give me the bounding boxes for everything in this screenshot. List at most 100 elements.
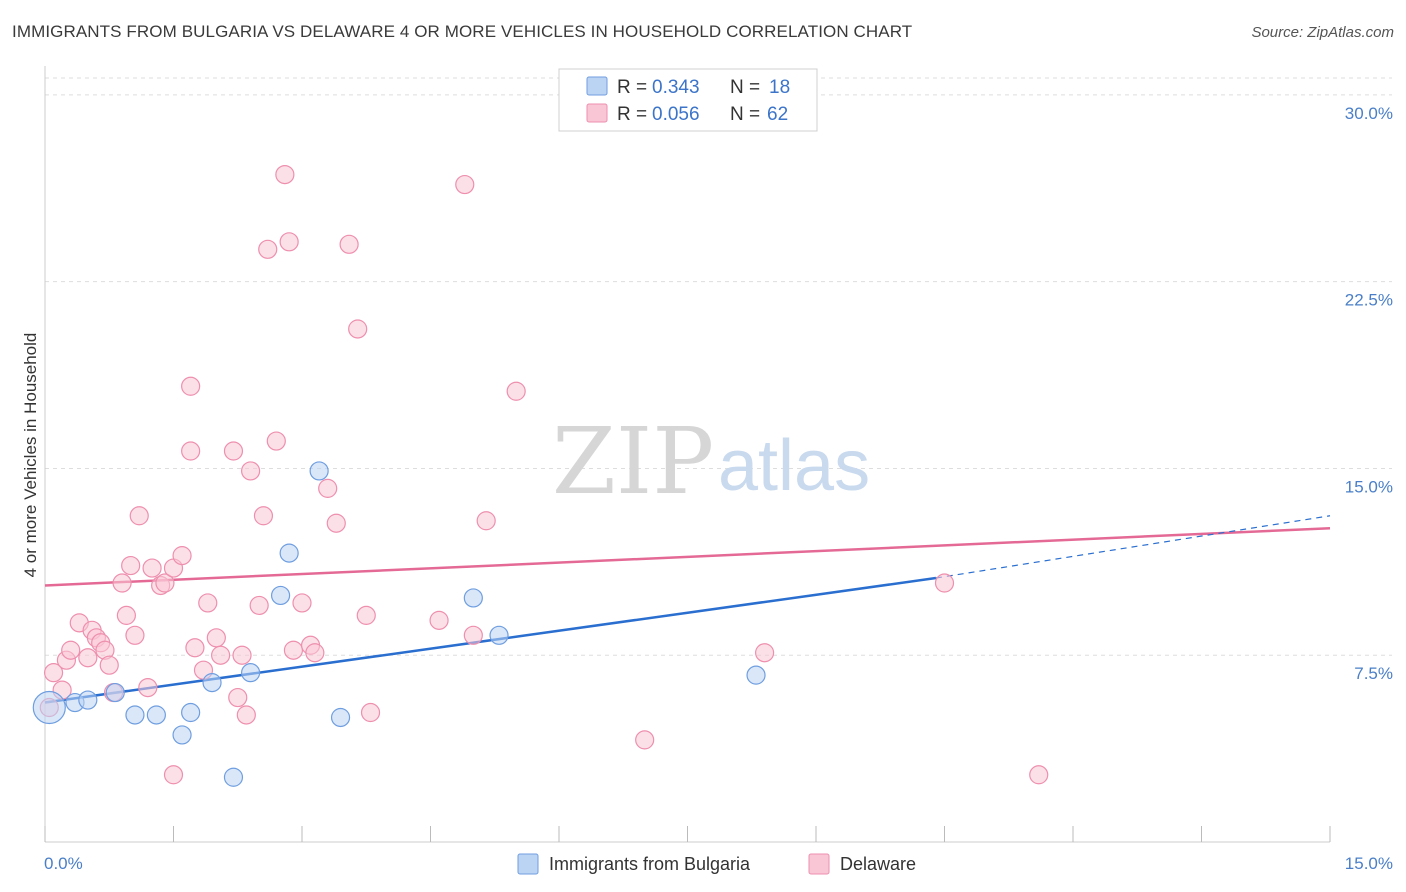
bottom-legend: Immigrants from Bulgaria Delaware: [517, 853, 916, 875]
data-point-delaware: [125, 625, 145, 645]
bulgaria-points: [32, 461, 766, 787]
data-point-bulgaria: [746, 665, 766, 685]
data-point-bulgaria: [125, 705, 145, 725]
data-point-bulgaria: [105, 682, 125, 703]
legend-box: R = 0.343 N = 18 R = 0.056 N = 62: [558, 68, 818, 132]
data-point-bulgaria: [172, 725, 192, 745]
data-point-delaware: [236, 705, 256, 725]
data-point-delaware: [754, 643, 775, 663]
tick-labels: 7.5% 15.0% 22.5% 30.0% 0.0% 15.0%: [44, 104, 1393, 873]
bottom-legend-label-delaware: Delaware: [840, 854, 916, 874]
data-point-delaware: [429, 610, 449, 630]
data-point-delaware: [249, 595, 269, 616]
data-point-delaware: [155, 573, 175, 593]
data-point-delaware: [1029, 765, 1049, 785]
chart-title: IMMIGRANTS FROM BULGARIA VS DELAWARE 4 O…: [12, 22, 913, 41]
data-point-delaware: [112, 573, 132, 593]
y-axis-title: 4 or more Vehicles in Household: [21, 333, 40, 578]
data-point-delaware: [138, 677, 158, 698]
data-point-delaware: [206, 628, 226, 648]
data-point-delaware: [116, 605, 136, 625]
data-point-bulgaria: [78, 690, 98, 710]
data-point-delaware: [339, 234, 359, 254]
data-point-delaware: [506, 381, 526, 401]
legend-r-label-1: R =: [617, 77, 647, 98]
source-label: Source: ZipAtlas.com: [1251, 24, 1394, 41]
legend-swatch-pink: [586, 103, 608, 123]
data-point-bulgaria: [330, 707, 351, 728]
data-point-delaware: [292, 593, 312, 613]
data-point-delaware: [279, 232, 299, 252]
data-point-delaware: [356, 605, 376, 625]
y-tick-label: 15.0%: [1345, 477, 1393, 496]
legend-r-label-2: R =: [617, 104, 647, 125]
data-point-delaware: [253, 506, 274, 526]
watermark-atlas: atlas: [718, 426, 870, 506]
legend-swatch-blue: [586, 76, 608, 96]
trendlines: [44, 515, 1331, 704]
data-point-delaware: [326, 513, 346, 533]
data-point-delaware: [181, 376, 201, 396]
data-point-bulgaria: [463, 588, 483, 608]
bottom-legend-swatch-blue: [517, 853, 539, 875]
data-point-delaware: [223, 441, 244, 461]
data-point-bulgaria: [223, 767, 244, 787]
data-point-bulgaria: [270, 585, 291, 606]
data-point-delaware: [360, 702, 381, 723]
data-point-delaware: [275, 164, 295, 185]
legend-n-label-1: N =: [730, 77, 760, 98]
data-point-bulgaria: [202, 673, 222, 693]
data-point-delaware: [258, 239, 278, 259]
bottom-legend-swatch-pink: [808, 853, 830, 875]
legend-n-label-2: N =: [730, 104, 760, 125]
trendline-delaware: [44, 526, 1331, 587]
data-point-delaware: [228, 687, 248, 708]
y-tick-label: 7.5%: [1354, 664, 1393, 683]
data-point-delaware: [185, 638, 205, 658]
trendline-bulgaria-extension: [935, 515, 1331, 579]
data-point-delaware: [172, 546, 192, 566]
legend-n-value-2: 62: [767, 104, 788, 125]
data-point-delaware: [283, 640, 304, 660]
legend-n-value-1: 18: [769, 77, 790, 98]
data-point-delaware: [241, 461, 261, 481]
data-point-delaware: [455, 174, 475, 195]
data-point-bulgaria: [279, 543, 299, 563]
legend-r-value-2: 0.056: [652, 104, 700, 125]
data-point-bulgaria: [241, 663, 261, 683]
data-point-delaware: [61, 640, 81, 660]
data-point-delaware: [163, 765, 184, 785]
data-point-bulgaria: [146, 705, 166, 725]
trendline-bulgaria: [44, 576, 937, 704]
data-point-delaware: [635, 730, 655, 750]
data-point-delaware: [99, 655, 119, 675]
data-point-delaware: [934, 573, 955, 593]
data-point-delaware: [318, 478, 338, 498]
bottom-legend-label-bulgaria: Immigrants from Bulgaria: [549, 854, 751, 874]
data-point-delaware: [232, 645, 252, 665]
data-point-delaware: [181, 441, 201, 461]
delaware-points: [39, 164, 1049, 785]
x-tick-label-min: 0.0%: [44, 854, 83, 873]
data-point-bulgaria: [181, 702, 201, 723]
data-point-delaware: [305, 643, 325, 663]
data-point-delaware: [266, 431, 286, 451]
data-point-bulgaria: [489, 625, 509, 645]
data-point-delaware: [211, 645, 231, 665]
data-point-delaware: [121, 555, 141, 576]
data-point-delaware: [142, 558, 162, 578]
data-point-delaware: [43, 663, 64, 683]
y-tick-label: 30.0%: [1345, 104, 1393, 123]
y-tick-label: 22.5%: [1345, 291, 1393, 310]
data-point-delaware: [476, 511, 496, 531]
gridlines: [45, 77, 1392, 656]
data-point-delaware: [198, 593, 218, 613]
watermark-zip: ZIP: [552, 408, 714, 515]
data-point-delaware: [348, 319, 368, 339]
data-point-delaware: [463, 625, 483, 645]
data-point-delaware: [129, 506, 149, 526]
data-point-bulgaria: [32, 690, 66, 725]
watermark: ZIP atlas: [552, 408, 870, 515]
data-point-bulgaria: [309, 461, 329, 481]
